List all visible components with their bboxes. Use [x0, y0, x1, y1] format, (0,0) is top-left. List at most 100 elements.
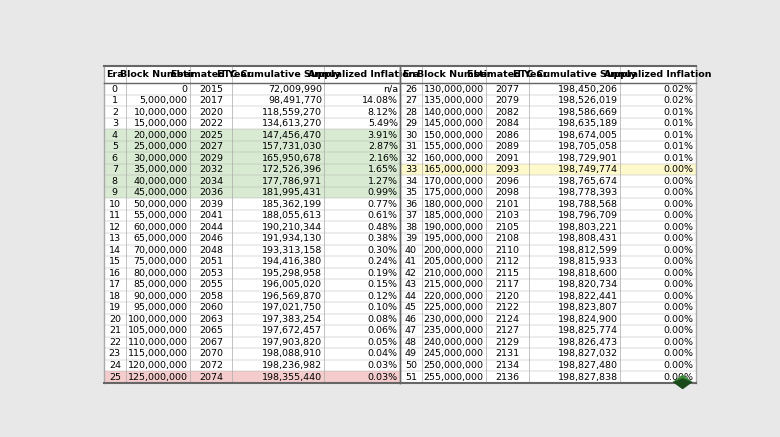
- Text: 47: 47: [405, 326, 417, 336]
- Text: 134,613,270: 134,613,270: [262, 119, 322, 128]
- Text: 140,000,000: 140,000,000: [424, 108, 484, 117]
- Text: 198,822,441: 198,822,441: [558, 292, 619, 301]
- Bar: [104, 348, 399, 360]
- Text: 2101: 2101: [495, 200, 519, 209]
- Text: 120,000,000: 120,000,000: [128, 361, 188, 370]
- Bar: [399, 164, 696, 175]
- Text: ETC Cumulative Supply: ETC Cumulative Supply: [512, 70, 636, 79]
- Text: 197,672,457: 197,672,457: [262, 326, 322, 336]
- Text: 198,788,568: 198,788,568: [558, 200, 619, 209]
- Text: 31: 31: [405, 142, 417, 151]
- Text: 0.15%: 0.15%: [368, 281, 398, 289]
- Text: 70,000,000: 70,000,000: [133, 246, 188, 255]
- Text: 2041: 2041: [199, 211, 223, 220]
- Text: 2091: 2091: [495, 154, 519, 163]
- Text: 2136: 2136: [495, 372, 519, 382]
- Text: 50: 50: [405, 361, 417, 370]
- Text: 2103: 2103: [495, 211, 519, 220]
- Text: 2072: 2072: [199, 361, 223, 370]
- Text: 75,000,000: 75,000,000: [133, 257, 188, 266]
- Text: 0.00%: 0.00%: [664, 246, 694, 255]
- Text: 37: 37: [405, 211, 417, 220]
- Text: 2053: 2053: [199, 269, 223, 278]
- Text: 100,000,000: 100,000,000: [128, 315, 188, 324]
- Text: 72,009,990: 72,009,990: [268, 84, 322, 94]
- Text: 2051: 2051: [199, 257, 223, 266]
- Text: 125,000,000: 125,000,000: [128, 372, 188, 382]
- Text: 165,000,000: 165,000,000: [424, 165, 484, 174]
- Bar: [399, 66, 696, 83]
- Text: 2115: 2115: [495, 269, 519, 278]
- Text: 198,778,393: 198,778,393: [558, 188, 619, 197]
- Bar: [399, 256, 696, 267]
- Text: 26: 26: [405, 84, 417, 94]
- Text: 195,298,958: 195,298,958: [262, 269, 322, 278]
- Text: 44: 44: [405, 292, 417, 301]
- Text: 2082: 2082: [495, 108, 519, 117]
- Text: 9: 9: [112, 188, 118, 197]
- Text: 180,000,000: 180,000,000: [424, 200, 484, 209]
- Text: 197,903,820: 197,903,820: [262, 338, 322, 347]
- Text: 0.61%: 0.61%: [368, 211, 398, 220]
- Text: 188,055,613: 188,055,613: [262, 211, 322, 220]
- Text: 38: 38: [405, 223, 417, 232]
- Text: 225,000,000: 225,000,000: [424, 303, 484, 312]
- Text: 22: 22: [108, 338, 121, 347]
- Bar: [104, 153, 399, 164]
- Text: 198,729,901: 198,729,901: [558, 154, 619, 163]
- Text: Annualized Inflation: Annualized Inflation: [308, 70, 416, 79]
- Text: 2017: 2017: [199, 96, 223, 105]
- Text: 0.01%: 0.01%: [664, 108, 694, 117]
- Bar: [399, 336, 696, 348]
- Text: 41: 41: [405, 257, 417, 266]
- Text: 2.16%: 2.16%: [368, 154, 398, 163]
- Text: 175,000,000: 175,000,000: [424, 188, 484, 197]
- Bar: [104, 302, 399, 314]
- Text: 2117: 2117: [495, 281, 519, 289]
- Text: 198,088,910: 198,088,910: [262, 350, 322, 358]
- Text: 2046: 2046: [199, 234, 223, 243]
- Text: 0.00%: 0.00%: [664, 223, 694, 232]
- Text: 43: 43: [405, 281, 417, 289]
- Text: 28: 28: [405, 108, 417, 117]
- Text: 50,000,000: 50,000,000: [133, 200, 188, 209]
- Text: 118,559,270: 118,559,270: [262, 108, 322, 117]
- Text: 0.04%: 0.04%: [368, 350, 398, 358]
- Text: 65,000,000: 65,000,000: [133, 234, 188, 243]
- Text: 240,000,000: 240,000,000: [424, 338, 484, 347]
- Text: 0.00%: 0.00%: [664, 350, 694, 358]
- Text: 35,000,000: 35,000,000: [133, 165, 188, 174]
- Text: 245,000,000: 245,000,000: [424, 350, 484, 358]
- Text: 115,000,000: 115,000,000: [128, 350, 188, 358]
- Text: ETC Cumulative Supply: ETC Cumulative Supply: [217, 70, 340, 79]
- Text: 2134: 2134: [495, 361, 519, 370]
- Text: 210,000,000: 210,000,000: [424, 269, 484, 278]
- Text: 2120: 2120: [495, 292, 519, 301]
- Text: 177,786,971: 177,786,971: [262, 177, 322, 186]
- Text: 30,000,000: 30,000,000: [133, 154, 188, 163]
- Bar: [399, 95, 696, 106]
- Text: 2048: 2048: [199, 246, 223, 255]
- Text: 193,313,158: 193,313,158: [262, 246, 322, 255]
- Text: 0.00%: 0.00%: [664, 361, 694, 370]
- Text: 196,569,870: 196,569,870: [262, 292, 322, 301]
- Text: 198,586,669: 198,586,669: [558, 108, 619, 117]
- Text: 27: 27: [405, 96, 417, 105]
- Text: 2105: 2105: [495, 223, 519, 232]
- Text: 0.00%: 0.00%: [664, 165, 694, 174]
- Text: 0.00%: 0.00%: [664, 211, 694, 220]
- Text: 170,000,000: 170,000,000: [424, 177, 484, 186]
- Text: 48: 48: [405, 338, 417, 347]
- Text: 198,765,674: 198,765,674: [558, 177, 619, 186]
- Text: 0.38%: 0.38%: [367, 234, 398, 243]
- Text: 172,526,396: 172,526,396: [262, 165, 322, 174]
- Bar: [399, 153, 696, 164]
- Text: 0.19%: 0.19%: [368, 269, 398, 278]
- Text: 198,818,600: 198,818,600: [558, 269, 619, 278]
- Text: 198,815,933: 198,815,933: [558, 257, 619, 266]
- Text: 40,000,000: 40,000,000: [133, 177, 188, 186]
- Text: 2027: 2027: [199, 142, 223, 151]
- Bar: [399, 222, 696, 233]
- Text: 40: 40: [405, 246, 417, 255]
- Text: 2124: 2124: [495, 315, 519, 324]
